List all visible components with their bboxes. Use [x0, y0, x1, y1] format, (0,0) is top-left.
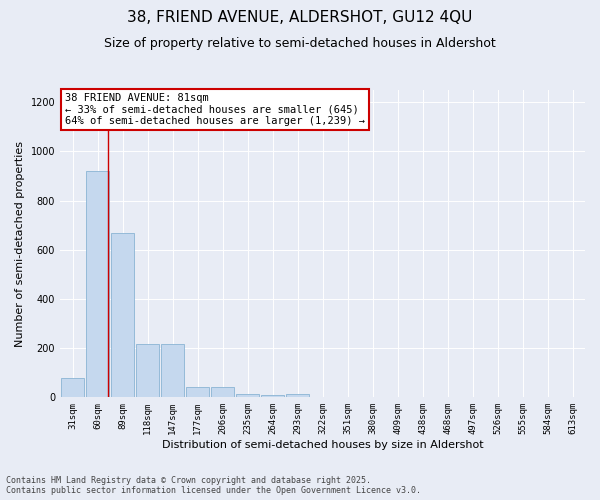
Text: 38, FRIEND AVENUE, ALDERSHOT, GU12 4QU: 38, FRIEND AVENUE, ALDERSHOT, GU12 4QU — [127, 10, 473, 25]
Bar — [236, 394, 259, 398]
Bar — [286, 394, 309, 398]
Text: Size of property relative to semi-detached houses in Aldershot: Size of property relative to semi-detach… — [104, 38, 496, 51]
Bar — [86, 171, 109, 398]
Bar — [261, 395, 284, 398]
Bar — [211, 388, 234, 398]
Bar — [136, 344, 159, 398]
Y-axis label: Number of semi-detached properties: Number of semi-detached properties — [15, 140, 25, 346]
Bar — [61, 378, 84, 398]
Text: Contains HM Land Registry data © Crown copyright and database right 2025.
Contai: Contains HM Land Registry data © Crown c… — [6, 476, 421, 495]
Text: 38 FRIEND AVENUE: 81sqm
← 33% of semi-detached houses are smaller (645)
64% of s: 38 FRIEND AVENUE: 81sqm ← 33% of semi-de… — [65, 93, 365, 126]
X-axis label: Distribution of semi-detached houses by size in Aldershot: Distribution of semi-detached houses by … — [162, 440, 484, 450]
Bar — [111, 232, 134, 398]
Bar — [186, 388, 209, 398]
Bar — [161, 344, 184, 398]
